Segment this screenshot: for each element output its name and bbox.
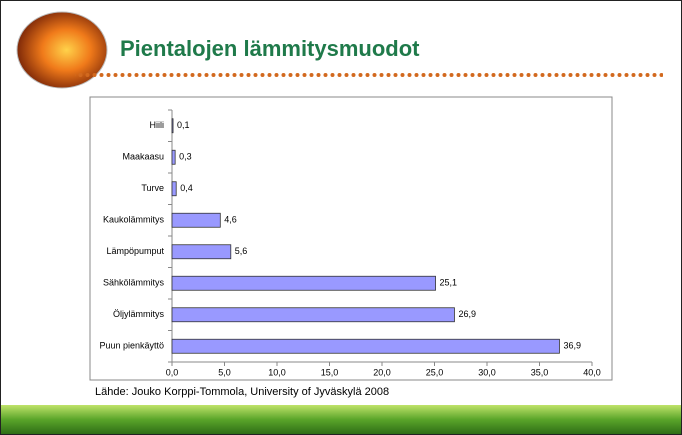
y-tick-label: Kaukolämmitys — [103, 215, 165, 225]
y-tick-label: Puun pienkäyttö — [99, 341, 164, 351]
slide-title: Pientalojen lämmitysmuodot — [120, 36, 420, 61]
plot: 0,0 5,0 10,0 15,0 20,0 25,0 30,0 35,0 40,0 Hiili 0… — [99, 109, 601, 377]
bar — [171, 149, 176, 165]
bar — [171, 244, 232, 260]
y-tick-label: Öljylämmitys — [113, 309, 164, 319]
value-label: 0,3 — [179, 152, 192, 162]
bar — [171, 338, 560, 354]
y-tick-label: Hiili — [150, 120, 165, 130]
value-label: 5,6 — [235, 246, 248, 256]
y-tick-label: Maakaasu — [122, 152, 164, 162]
x-tick-label: 20,0 — [373, 367, 391, 377]
value-label: 0,4 — [180, 183, 193, 193]
chart-frame — [89, 96, 613, 381]
x-tick-label: 35,0 — [531, 367, 549, 377]
x-tick-label: 5,0 — [218, 367, 231, 377]
dotted-rule — [75, 73, 663, 79]
value-label: 25,1 — [440, 278, 458, 288]
logo — [16, 11, 108, 89]
y-tick-label: Lämpöpumput — [106, 246, 164, 256]
bar — [171, 307, 455, 323]
x-tick-label: 15,0 — [321, 367, 339, 377]
bar — [171, 275, 436, 291]
grass-strip — [1, 405, 681, 434]
value-label: 26,9 — [458, 309, 476, 319]
x-tick-label: 30,0 — [478, 367, 496, 377]
bar — [171, 212, 221, 228]
x-tick-label: 40,0 — [583, 367, 601, 377]
x-tick-label: 25,0 — [426, 367, 444, 377]
y-tick-label: Sähkölämmitys — [103, 278, 165, 288]
bar — [171, 118, 174, 134]
y-tick-label: Turve — [141, 183, 164, 193]
value-label: 4,6 — [224, 215, 237, 225]
bar — [171, 181, 177, 197]
value-label: 36,9 — [563, 341, 581, 351]
x-tick-label: 0,0 — [166, 367, 179, 377]
x-tick-label: 10,0 — [268, 367, 286, 377]
value-label: 0,1 — [177, 120, 190, 130]
source: Lähde: Jouko Korppi-Tommola, University … — [95, 386, 389, 398]
